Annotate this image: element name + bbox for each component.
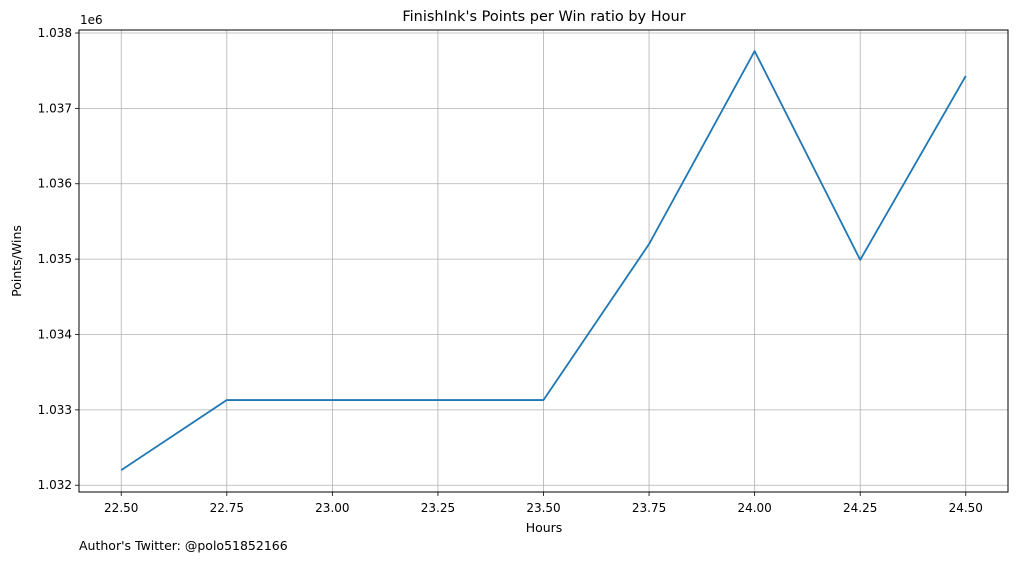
x-axis-label: Hours [526, 520, 563, 535]
y-offset-label: 1e6 [80, 13, 103, 27]
y-tick-label: 1.038 [38, 26, 72, 40]
x-tick-label: 23.50 [526, 501, 560, 515]
y-tick-label: 1.033 [38, 403, 72, 417]
y-tick-label: 1.036 [38, 177, 72, 191]
x-tick-label: 22.50 [104, 501, 138, 515]
y-tick-label: 1.034 [38, 327, 72, 341]
x-tick-label: 23.00 [315, 501, 349, 515]
x-tick-label: 24.25 [843, 501, 877, 515]
grid-lines [79, 30, 1008, 492]
y-axis-label: Points/Wins [9, 225, 24, 297]
chart-title: FinishInk's Points per Win ratio by Hour [402, 9, 685, 25]
y-tick-label: 1.037 [38, 101, 72, 115]
x-axis: 22.50 22.75 23.00 23.25 23.50 23.75 24.00 24.25… [104, 492, 983, 515]
y-axis: 1.032 1.033 1.034 1.035 1.036 1.037 1.038 [38, 26, 79, 492]
author-credit: Author's Twitter: @polo51852166 [79, 538, 288, 553]
series-line [120, 50, 967, 471]
x-tick-label: 24.50 [949, 501, 983, 515]
x-tick-label: 23.75 [632, 501, 666, 515]
series-group [120, 50, 967, 471]
y-tick-label: 1.035 [38, 252, 72, 266]
x-tick-label: 23.25 [421, 501, 455, 515]
x-tick-label: 22.75 [210, 501, 244, 515]
y-tick-label: 1.032 [38, 478, 72, 492]
x-tick-label: 24.00 [737, 501, 771, 515]
